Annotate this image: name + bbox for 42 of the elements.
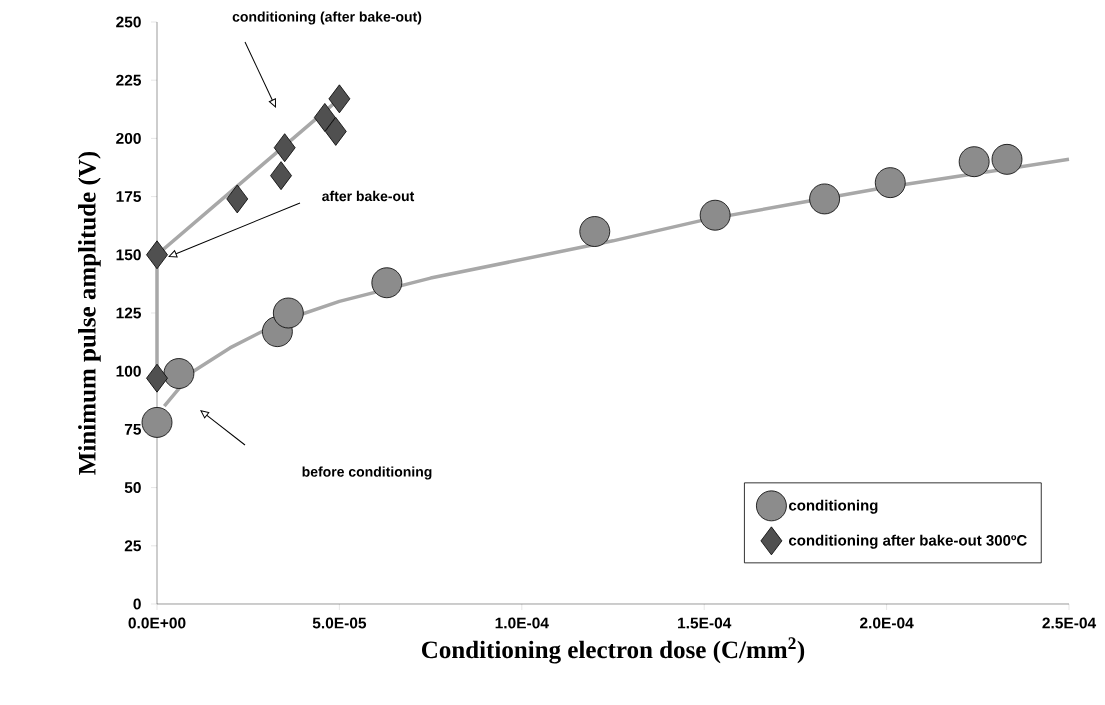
y-tick-label: 125	[116, 307, 142, 319]
point	[958, 146, 990, 178]
y-tick-label: 175	[116, 191, 142, 203]
legend-label: conditioning after bake-out 300ºC	[788, 534, 1027, 549]
annotation: before conditioning	[302, 466, 432, 480]
point	[272, 297, 304, 329]
x-tick-label: 1.0E-04	[495, 617, 549, 629]
annotation: conditioning (after bake-out)	[232, 11, 422, 25]
point	[699, 199, 731, 231]
legend-label: conditioning	[788, 499, 878, 514]
y-tick-label: 0	[133, 598, 141, 610]
point	[991, 143, 1023, 175]
point	[273, 133, 296, 163]
point	[146, 363, 168, 393]
point	[371, 267, 403, 299]
y-tick-label: 225	[116, 74, 142, 86]
y-tick-label: 200	[116, 132, 141, 144]
point	[313, 103, 336, 132]
y-tick-label: 250	[116, 16, 141, 28]
y-tick-label: 50	[124, 482, 141, 494]
point	[146, 240, 168, 270]
x-tick-label: 5.0E-05	[312, 617, 367, 629]
x-tick-label: 2.0E-04	[860, 617, 914, 629]
point	[163, 358, 195, 389]
point	[874, 167, 906, 199]
x-axis-title: Conditioning electron dose (C/mm$^{2}$)	[421, 637, 805, 664]
annotation: after bake-out	[322, 190, 415, 202]
y-tick-label: 150	[116, 249, 141, 261]
x-tick-label: 0.0E+00	[128, 617, 186, 629]
point	[141, 407, 173, 438]
y-axis-title: Minimum pulse amplitude (V)	[78, 151, 101, 475]
point	[324, 117, 347, 146]
point	[270, 161, 292, 191]
point	[328, 84, 351, 114]
y-tick-label: 75	[124, 423, 142, 435]
x-tick-label: 1.5E-04	[678, 617, 732, 629]
x-tick-label: 2.5E-04	[1042, 617, 1097, 629]
point	[809, 183, 840, 215]
point	[226, 184, 249, 214]
y-tick-label: 100	[116, 365, 141, 377]
point	[579, 216, 611, 247]
y-tick-label: 25	[124, 540, 142, 552]
